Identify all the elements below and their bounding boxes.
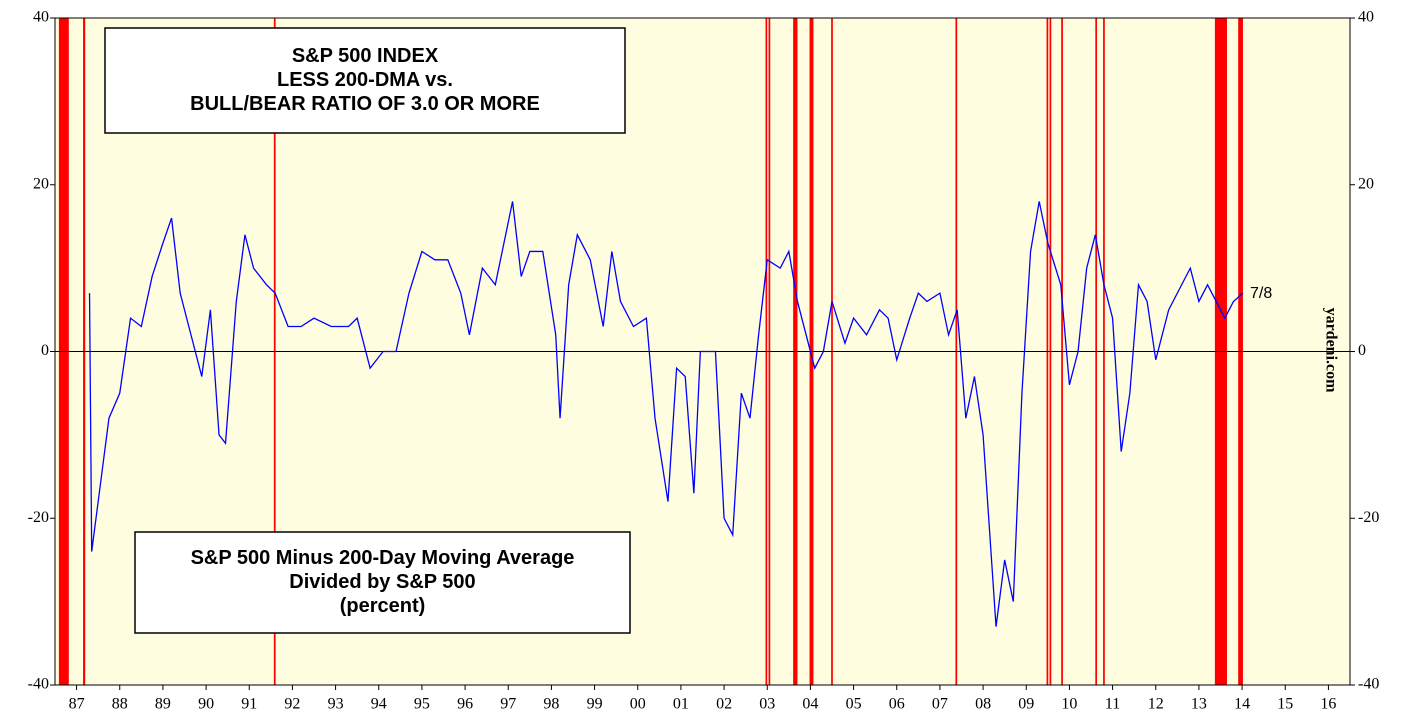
- x-tick-label: 06: [889, 696, 905, 713]
- box-text: LESS 200-DMA vs.: [277, 69, 453, 91]
- y2-tick-label: -20: [1358, 509, 1379, 526]
- x-tick-label: 89: [155, 696, 171, 713]
- y-tick-label: 20: [33, 175, 49, 192]
- y2-tick-label: 0: [1358, 342, 1366, 359]
- end-label: 7/8: [1250, 285, 1272, 302]
- box-frame: [134, 531, 631, 634]
- y-tick-label: 40: [33, 9, 49, 26]
- box-text: BULL/BEAR RATIO OF 3.0 OR MORE: [190, 93, 540, 115]
- x-tick-label: 07: [932, 696, 948, 713]
- y-tick-label: -40: [28, 676, 49, 693]
- box-text: S&P 500 Minus 200-Day Moving Average: [191, 547, 575, 569]
- x-tick-label: 95: [414, 696, 430, 713]
- x-tick-label: 12: [1148, 696, 1164, 713]
- x-tick-label: 14: [1234, 696, 1250, 713]
- box-frame: [104, 27, 626, 134]
- x-tick-label: 04: [802, 696, 818, 713]
- x-tick-label: 87: [69, 696, 85, 713]
- x-tick-label: 01: [673, 696, 689, 713]
- box-text: (percent): [340, 595, 426, 617]
- x-tick-label: 93: [328, 696, 344, 713]
- x-tick-label: 05: [846, 696, 862, 713]
- x-tick-label: 00: [630, 696, 646, 713]
- box-text: Divided by S&P 500: [289, 571, 475, 593]
- x-tick-label: 16: [1320, 696, 1336, 713]
- x-tick-label: 90: [198, 696, 214, 713]
- y2-tick-label: -40: [1358, 676, 1379, 693]
- x-tick-label: 97: [500, 696, 516, 713]
- x-tick-label: 88: [112, 696, 128, 713]
- x-tick-label: 08: [975, 696, 991, 713]
- x-tick-label: 94: [371, 696, 387, 713]
- x-tick-label: 13: [1191, 696, 1207, 713]
- y-tick-label: 0: [41, 342, 49, 359]
- x-tick-label: 96: [457, 696, 473, 713]
- x-tick-label: 10: [1061, 696, 1077, 713]
- x-tick-label: 03: [759, 696, 775, 713]
- x-tick-label: 15: [1277, 696, 1293, 713]
- x-tick-label: 09: [1018, 696, 1034, 713]
- y2-tick-label: 20: [1358, 175, 1374, 192]
- annotation-box: S&P 500 Minus 200-Day Moving AverageDivi…: [134, 531, 631, 634]
- plot-frame: [54, 17, 1351, 686]
- x-tick-label: 11: [1105, 696, 1120, 713]
- y2-tick-label: 40: [1358, 9, 1374, 26]
- x-tick-label: 99: [587, 696, 603, 713]
- x-tick-label: 98: [543, 696, 559, 713]
- box-text: S&P 500 INDEX: [292, 45, 439, 67]
- x-tick-label: 92: [284, 696, 300, 713]
- y-tick-label: -20: [28, 509, 49, 526]
- x-tick-label: 91: [241, 696, 257, 713]
- x-tick-label: 02: [716, 696, 732, 713]
- source-label: yardeni.com: [1322, 308, 1339, 394]
- data-line: [88, 201, 1244, 627]
